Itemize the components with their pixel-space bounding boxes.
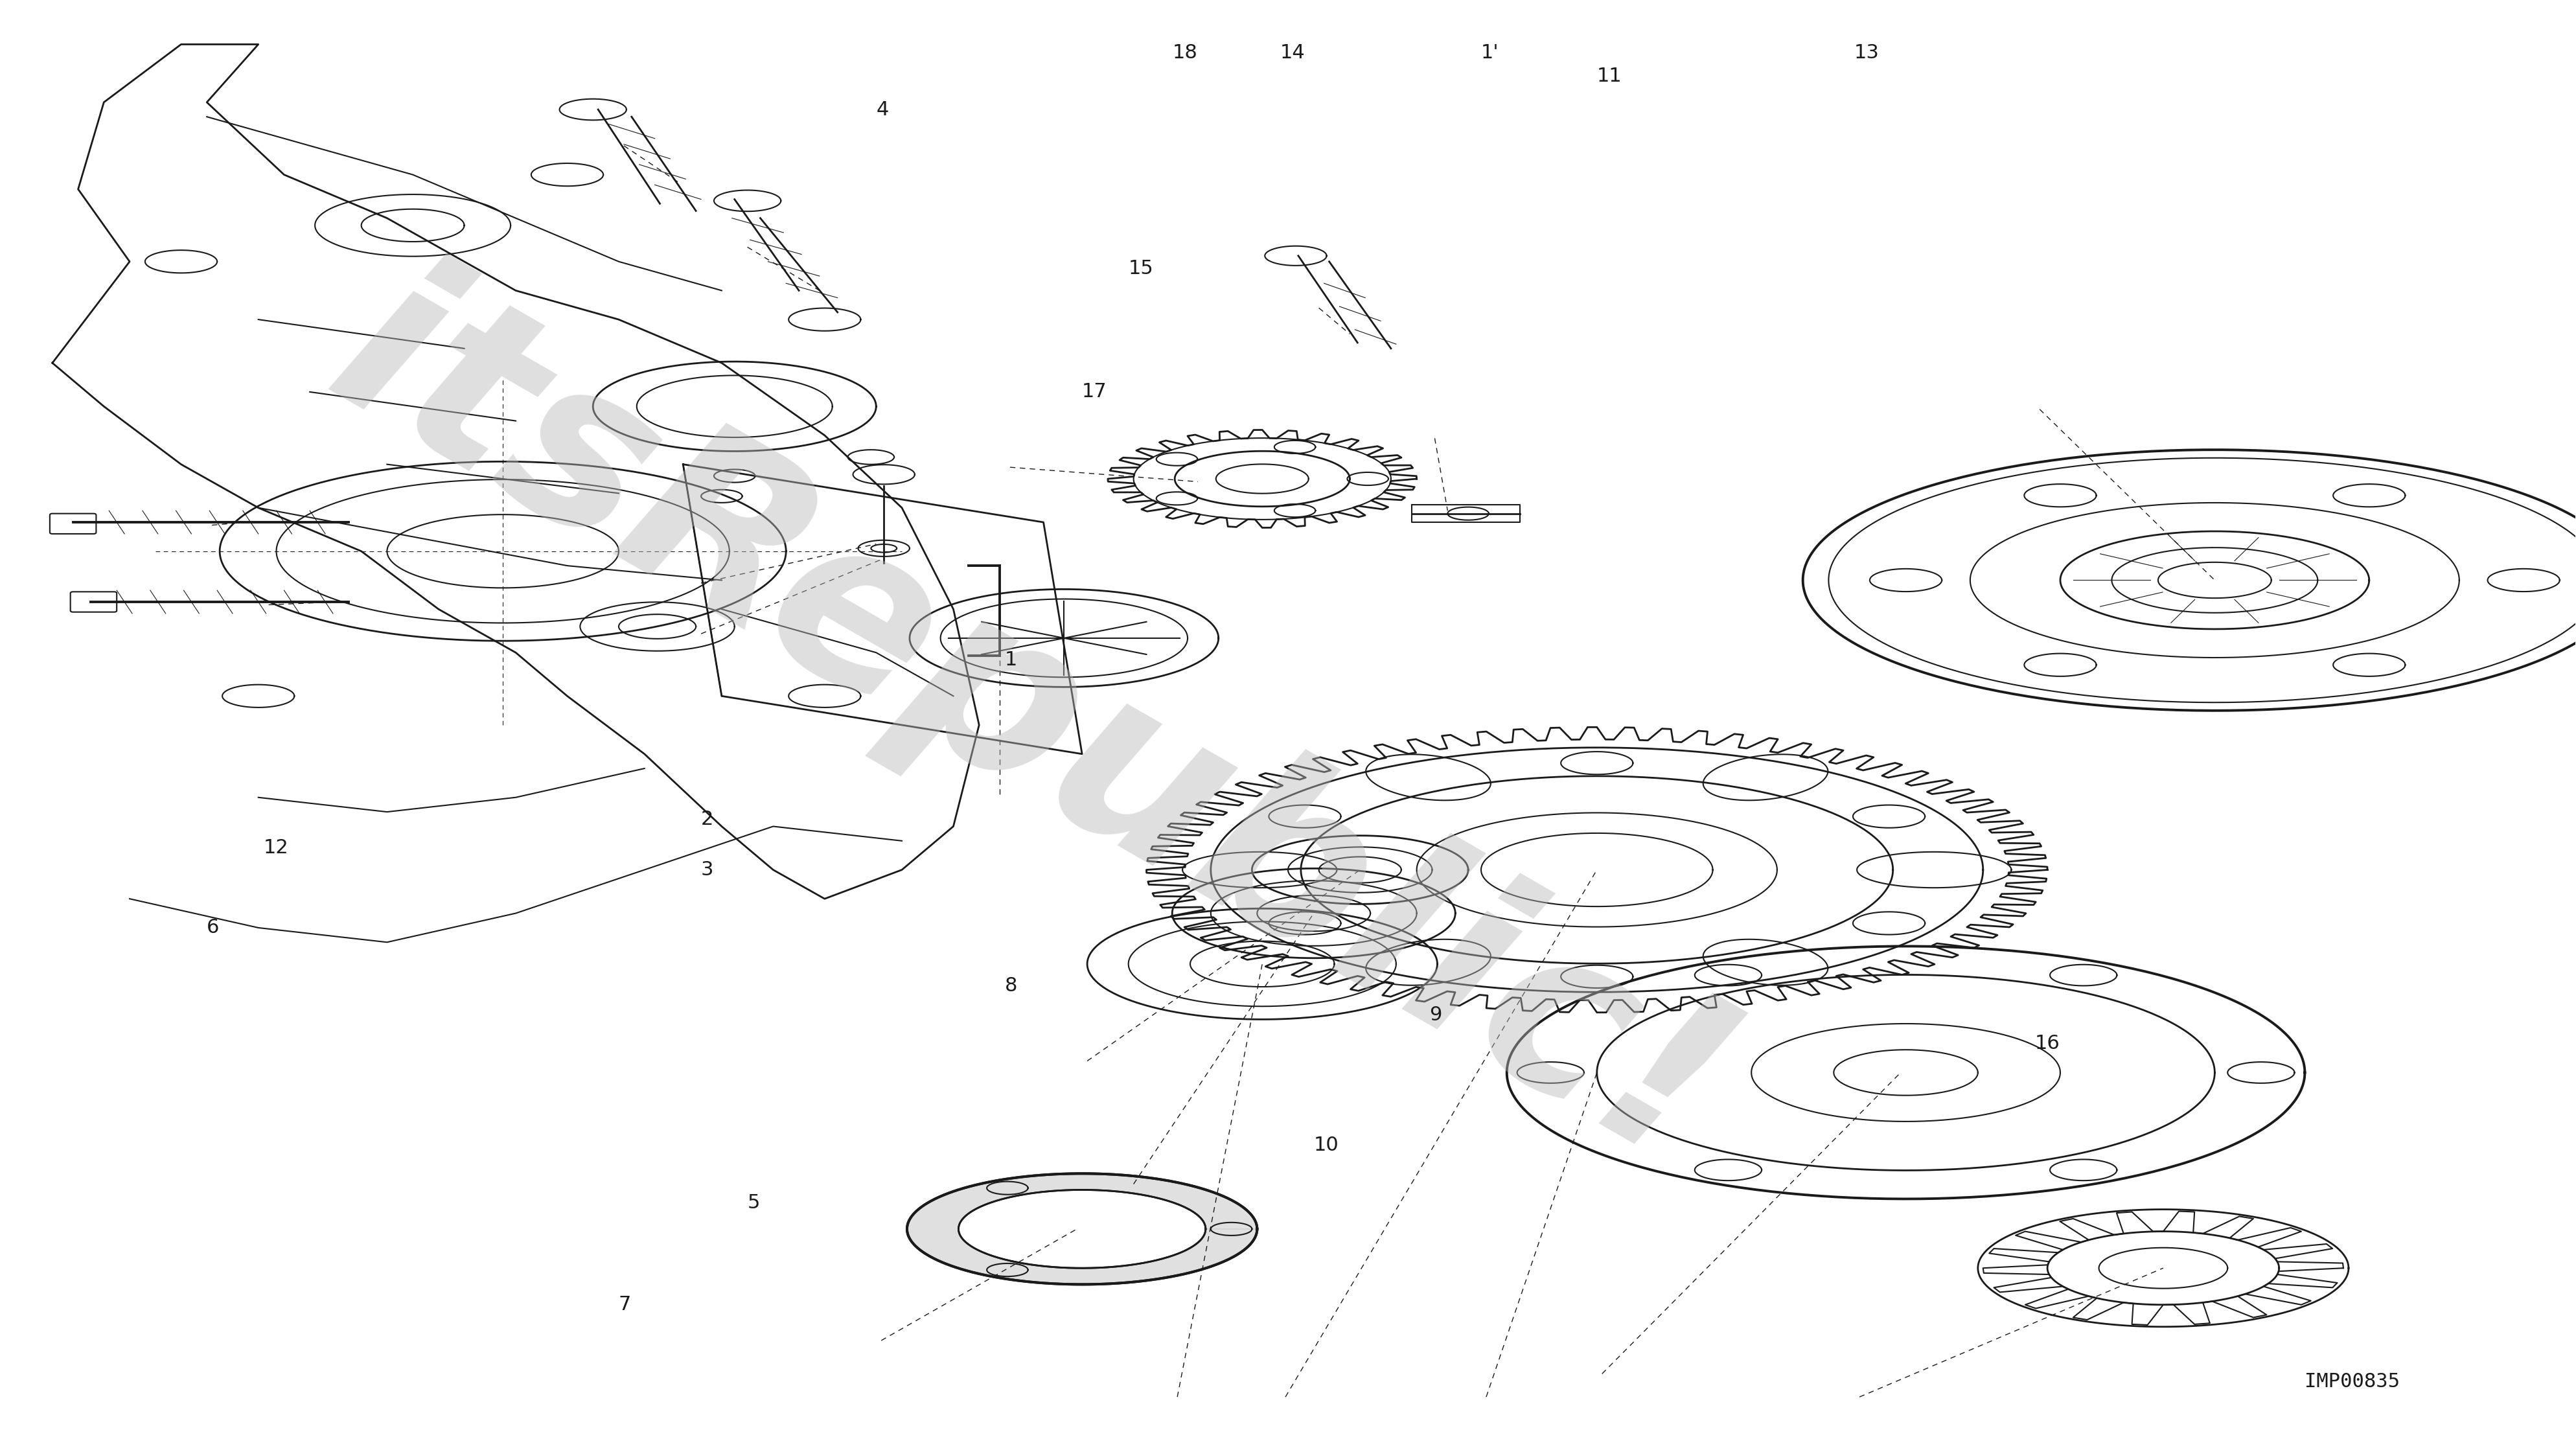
Text: 7: 7 bbox=[618, 1295, 631, 1314]
Text: 14: 14 bbox=[1280, 44, 1306, 62]
Text: itsRepublic!: itsRepublic! bbox=[296, 235, 1765, 1215]
Text: 2: 2 bbox=[701, 809, 714, 828]
Text: 3: 3 bbox=[701, 860, 714, 879]
Text: 15: 15 bbox=[1128, 260, 1154, 278]
Text: 1': 1' bbox=[1481, 44, 1499, 62]
Text: 10: 10 bbox=[1314, 1135, 1340, 1154]
Text: 6: 6 bbox=[206, 918, 219, 937]
Polygon shape bbox=[907, 1173, 1257, 1285]
Text: IMP00835: IMP00835 bbox=[2306, 1372, 2401, 1391]
Text: 12: 12 bbox=[263, 838, 289, 857]
Text: 5: 5 bbox=[747, 1193, 760, 1212]
Text: 9: 9 bbox=[1430, 1005, 1443, 1024]
Text: 4: 4 bbox=[876, 100, 889, 119]
Text: 13: 13 bbox=[1855, 44, 1880, 62]
Text: 1: 1 bbox=[1005, 651, 1018, 670]
Text: 11: 11 bbox=[1597, 67, 1623, 86]
Text: 16: 16 bbox=[2035, 1034, 2061, 1053]
Text: 8: 8 bbox=[1005, 976, 1018, 995]
Text: 18: 18 bbox=[1172, 44, 1198, 62]
Text: 17: 17 bbox=[1082, 383, 1108, 402]
